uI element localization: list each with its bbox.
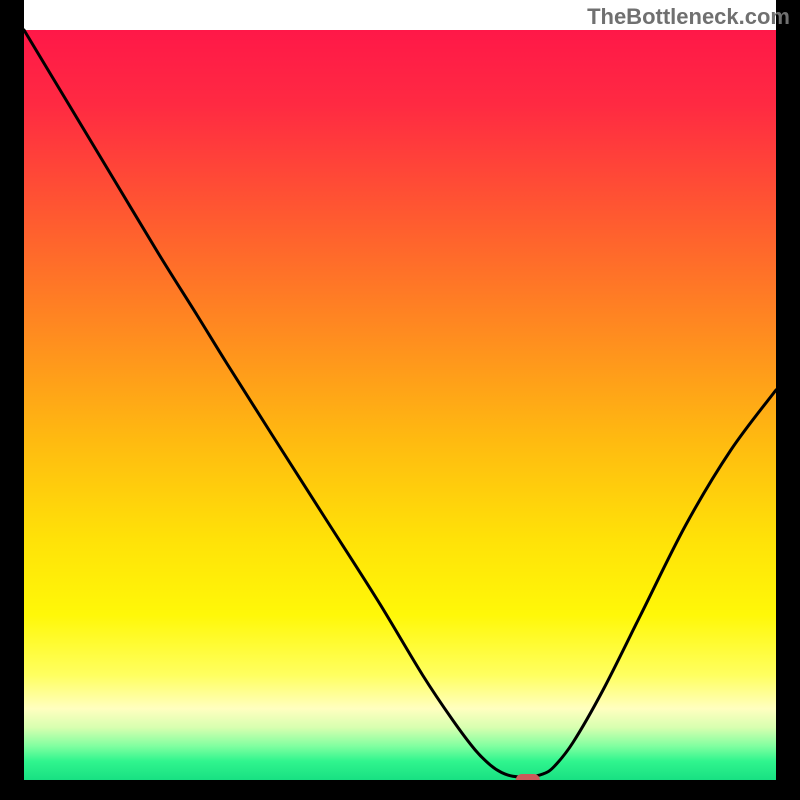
- chart-root: TheBottleneck.com: [0, 0, 800, 800]
- chart-svg: [0, 0, 800, 800]
- watermark-text: TheBottleneck.com: [587, 4, 790, 30]
- chart-border-left: [0, 0, 24, 800]
- chart-border-right: [776, 0, 800, 800]
- chart-border-bottom: [0, 780, 800, 800]
- plot-background: [24, 30, 776, 780]
